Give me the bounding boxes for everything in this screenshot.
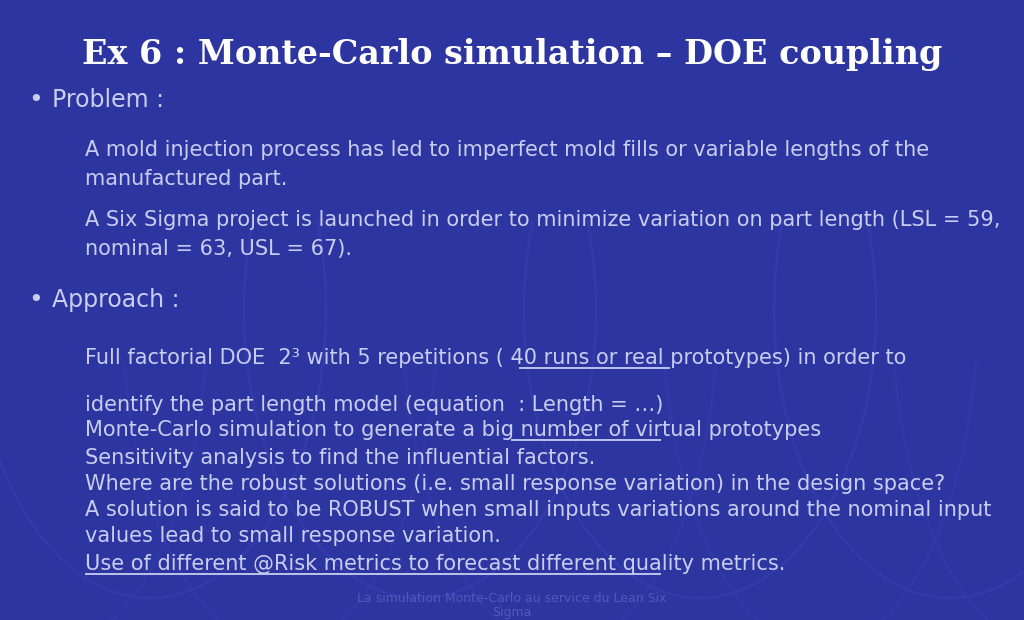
Text: Where are the robust solutions (i.e. small response variation) in the design spa: Where are the robust solutions (i.e. sma… — [85, 474, 945, 494]
Text: Full factorial DOE  2³ with 5 repetitions ( 40 runs or real prototypes) in order: Full factorial DOE 2³ with 5 repetitions… — [85, 348, 906, 368]
Text: values lead to small response variation.: values lead to small response variation. — [85, 526, 501, 546]
Text: Monte-Carlo simulation to generate a big number of virtual prototypes: Monte-Carlo simulation to generate a big… — [85, 420, 821, 440]
Text: La simulation Monte-Carlo au service du Lean Six: La simulation Monte-Carlo au service du … — [357, 592, 667, 605]
Text: A Six Sigma project is launched in order to minimize variation on part length (L: A Six Sigma project is launched in order… — [85, 210, 1000, 259]
Text: Approach :: Approach : — [52, 288, 179, 312]
Text: A solution is said to be ROBUST when small inputs variations around the nominal : A solution is said to be ROBUST when sma… — [85, 500, 991, 520]
Text: •: • — [28, 288, 43, 312]
Text: •: • — [28, 88, 43, 112]
Text: identify the part length model (equation  : Length = …): identify the part length model (equation… — [85, 395, 664, 415]
Text: A mold injection process has led to imperfect mold fills or variable lengths of : A mold injection process has led to impe… — [85, 140, 929, 189]
Text: Sigma: Sigma — [493, 606, 531, 619]
Text: Sensitivity analysis to find the influential factors.: Sensitivity analysis to find the influen… — [85, 448, 595, 468]
Text: Problem :: Problem : — [52, 88, 164, 112]
Text: Use of different @Risk metrics to forecast different quality metrics.: Use of different @Risk metrics to foreca… — [85, 554, 785, 574]
Text: Ex 6 : Monte-Carlo simulation – DOE coupling: Ex 6 : Monte-Carlo simulation – DOE coup… — [82, 38, 942, 71]
